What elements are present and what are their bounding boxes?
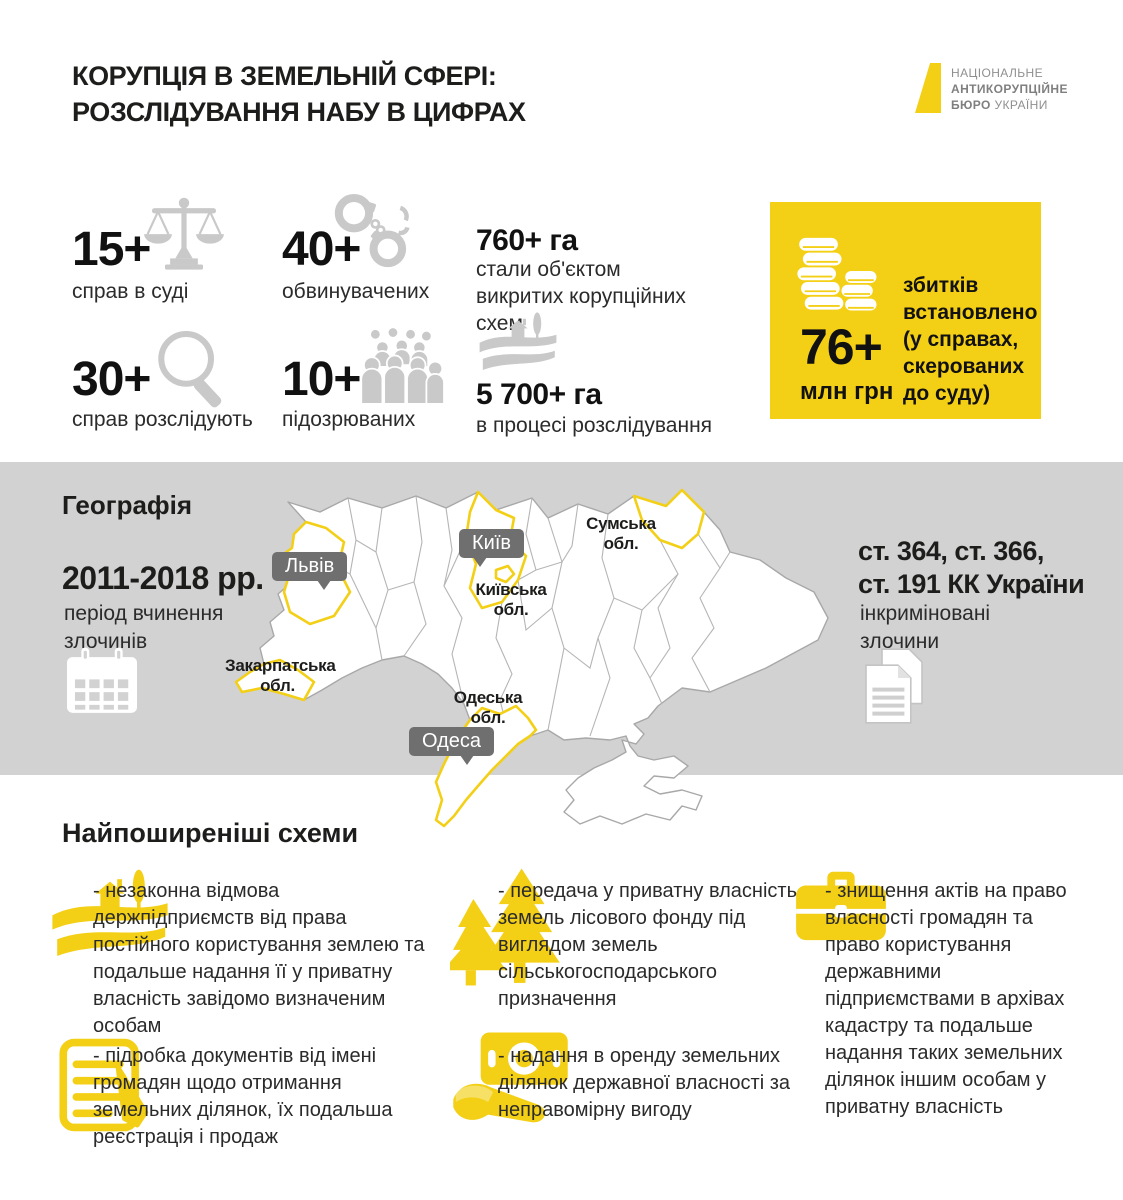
damages-value: 76+	[800, 319, 883, 375]
ukraine-outline	[235, 489, 829, 827]
period-value: 2011-2018 рр.	[62, 560, 264, 596]
scheme-item-4: - надання в оренду земельних ділянок дер…	[498, 1045, 790, 1121]
map-label-zakarpattia-oblast: Закарпатська обл.	[225, 656, 336, 695]
forest-icon	[450, 868, 560, 986]
bribe-hand-icon	[453, 1032, 568, 1123]
map-label-sumy-oblast: Сумська обл.	[586, 514, 656, 553]
page-title: КОРУПЦІЯ В ЗЕМЕЛЬНІЙ СФЕРІ: РОЗСЛІДУВАНН…	[72, 58, 632, 130]
nabu-logo-line3-bold: БЮРО	[951, 98, 991, 112]
nabu-logo-line3: БЮРО УКРАЇНИ	[951, 97, 1068, 113]
map-label-odesa-oblast: Одеська обл.	[453, 688, 523, 727]
stat-investigated-area-label: в процесі розслідування	[476, 414, 713, 437]
stat-investigated-area-value: 5 700+ га	[476, 378, 602, 411]
documents-icon	[865, 648, 923, 724]
people-icon	[360, 326, 444, 405]
map-label-kyiv-oblast: Київська обл.	[475, 580, 547, 619]
nabu-logo: НАЦІОНАЛЬНЕ АНТИКОРУПЦІЙНЕ БЮРО УКРАЇНИ	[915, 63, 1068, 113]
stat-accused-label: обвинувачених	[282, 280, 430, 303]
sumy-oblast	[632, 488, 706, 550]
nabu-logo-icon	[915, 63, 941, 113]
map-bubble-lviv: Львів	[272, 552, 348, 590]
scheme-item-5: - знищення актів на право власності гром…	[825, 880, 1067, 1118]
stat-cases-investigated-label: справ розслідують	[72, 408, 253, 431]
coins-icon	[797, 237, 877, 311]
scheme-item-1: - незаконна відмова держпідприємств від …	[93, 880, 425, 1037]
schemes-heading: Найпоширеніші схеми	[62, 818, 359, 848]
period-label: період вчинення злочинів	[64, 602, 224, 653]
stat-cases-court-value: 15+	[72, 223, 151, 276]
land-scheme-icon	[52, 869, 168, 956]
stat-suspects-label: підозрюваних	[282, 408, 416, 431]
forged-document-icon	[59, 1038, 149, 1132]
nabu-logo-line2: АНТИКОРУПЦІЙНЕ	[951, 82, 1068, 96]
magnifier-icon	[158, 331, 222, 408]
stat-exposed-area-label: стали об'єктом викритих корупційних схем	[476, 258, 686, 335]
stat-suspects-value: 10+	[282, 353, 361, 406]
stat-cases-court-label: справ в суді	[72, 280, 189, 303]
handcuffs-icon	[334, 194, 410, 268]
briefcase-icon	[796, 871, 886, 941]
field-icon	[479, 312, 557, 370]
geography-heading: Географія	[62, 490, 193, 520]
page-title-line1: КОРУПЦІЯ В ЗЕМЕЛЬНІЙ СФЕРІ:	[72, 61, 497, 91]
zakarpattia-oblast	[234, 658, 316, 702]
nabu-logo-line3-light: УКРАЇНИ	[990, 98, 1048, 112]
nabu-logo-line1: НАЦІОНАЛЬНЕ	[951, 66, 1043, 80]
articles-value: ст. 364, ст. 366, ст. 191 КК України	[858, 535, 1085, 601]
map-bubble-kyiv: Київ	[459, 529, 525, 567]
page-title-line2: РОЗСЛІДУВАННЯ НАБУ В ЦИФРАХ	[72, 97, 526, 127]
stat-cases-investigated-value: 30+	[72, 353, 151, 406]
scales-icon	[144, 197, 224, 270]
map-bubble-odesa: Одеса	[409, 727, 495, 765]
scheme-item-2: - підробка документів від імені громадян…	[93, 1045, 393, 1148]
articles-value-line2: ст. 191 КК України	[858, 569, 1085, 599]
damages-unit: млн грн	[800, 378, 894, 405]
articles-label: інкриміновані злочини	[860, 602, 991, 653]
calendar-icon	[67, 647, 137, 713]
kyiv-city-marker	[494, 564, 516, 584]
stat-exposed-area-value: 760+ га	[476, 224, 578, 257]
nabu-logo-text: НАЦІОНАЛЬНЕ АНТИКОРУПЦІЙНЕ БЮРО УКРАЇНИ	[951, 63, 1068, 113]
stat-accused-value: 40+	[282, 223, 361, 276]
damages-label: збитків встановлено (у справах, скерован…	[903, 274, 1038, 405]
scheme-item-3: - передача у приватну власність земель л…	[498, 880, 797, 1010]
articles-value-line1: ст. 364, ст. 366,	[858, 536, 1044, 566]
